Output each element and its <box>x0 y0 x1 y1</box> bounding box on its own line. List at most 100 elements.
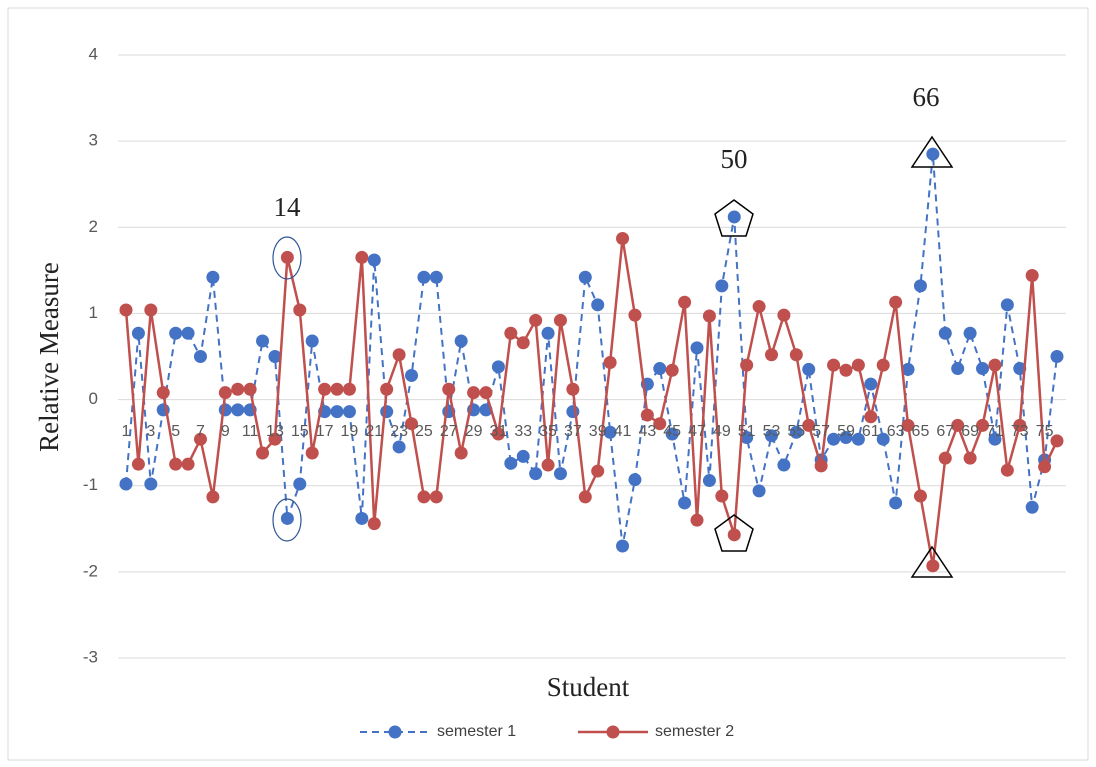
y-tick-label: 2 <box>89 217 98 236</box>
point <box>293 477 307 491</box>
point <box>305 334 319 348</box>
point <box>367 517 381 531</box>
point <box>193 432 207 446</box>
point <box>231 382 245 396</box>
x-tick-label: 29 <box>465 423 483 440</box>
point <box>690 513 704 527</box>
point <box>938 326 952 340</box>
x-tick-label: 73 <box>1011 423 1029 440</box>
point <box>578 270 592 284</box>
point <box>479 386 493 400</box>
x-tick-label: 53 <box>763 423 781 440</box>
point <box>131 326 145 340</box>
point <box>616 539 630 553</box>
y-tick-label: 3 <box>89 131 98 150</box>
x-tick-label: 11 <box>242 423 259 440</box>
legend-label: semester 1 <box>437 723 516 740</box>
x-tick-label: 13 <box>266 423 284 440</box>
point <box>268 432 282 446</box>
point <box>1025 269 1039 283</box>
point <box>963 326 977 340</box>
x-tick-label: 3 <box>146 423 155 440</box>
point <box>392 440 406 454</box>
point <box>715 279 729 293</box>
point <box>740 430 754 444</box>
point <box>218 403 232 417</box>
point <box>864 377 878 391</box>
point <box>678 295 692 309</box>
point <box>653 417 667 431</box>
point <box>429 490 443 504</box>
point <box>169 457 183 471</box>
point <box>119 303 133 317</box>
x-tick-label: 23 <box>390 423 408 440</box>
y-axis-label: Relative Measure <box>34 262 64 452</box>
highlight-circle <box>272 498 302 542</box>
point <box>690 341 704 355</box>
x-tick-label: 37 <box>564 423 582 440</box>
point <box>789 348 803 362</box>
x-tick-label: 67 <box>936 423 954 440</box>
point <box>280 250 294 264</box>
x-tick-label: 31 <box>490 423 508 440</box>
point <box>603 356 617 370</box>
point <box>1038 460 1052 474</box>
point <box>342 405 356 419</box>
point <box>913 279 927 293</box>
point <box>355 250 369 264</box>
point <box>355 511 369 525</box>
point <box>529 467 543 481</box>
point <box>628 308 642 322</box>
legend-label: semester 2 <box>655 723 734 740</box>
point <box>454 446 468 460</box>
point <box>926 147 940 161</box>
point <box>491 427 505 441</box>
x-tick-label: 59 <box>837 423 855 440</box>
x-tick-label: 49 <box>713 423 731 440</box>
point <box>988 432 1002 446</box>
y-tick-label: -2 <box>83 561 98 580</box>
point <box>553 313 567 327</box>
x-tick-label: 43 <box>638 423 656 440</box>
point <box>342 382 356 396</box>
point <box>405 368 419 382</box>
y-tick-label: -1 <box>83 475 98 494</box>
annotation: 66 <box>913 82 940 112</box>
point <box>231 403 245 417</box>
y-tick-label: 1 <box>89 303 98 322</box>
point <box>1000 298 1014 312</box>
point <box>119 477 133 491</box>
point <box>702 309 716 323</box>
point <box>541 326 555 340</box>
series <box>119 147 1064 573</box>
point <box>405 417 419 431</box>
point <box>243 382 257 396</box>
annotation: 14 <box>274 192 302 222</box>
point <box>702 474 716 488</box>
x-tick-label: 47 <box>688 423 706 440</box>
x-tick-label: 39 <box>589 423 607 440</box>
point <box>429 270 443 284</box>
point <box>653 362 667 376</box>
point <box>591 298 605 312</box>
point <box>727 210 741 224</box>
series-line <box>124 238 1059 567</box>
legend-marker <box>388 725 402 739</box>
x-tick-label: 55 <box>787 423 805 440</box>
x-tick-label: 27 <box>440 423 458 440</box>
point <box>268 350 282 363</box>
point <box>504 456 518 470</box>
point <box>367 253 381 267</box>
point <box>144 477 158 491</box>
point <box>603 425 617 439</box>
x-tick-label: 57 <box>812 423 830 440</box>
point <box>1013 418 1027 432</box>
point <box>206 490 220 504</box>
point <box>1025 500 1039 514</box>
x-tick-label: 17 <box>316 423 334 440</box>
point <box>131 457 145 471</box>
point <box>988 358 1002 372</box>
point <box>293 303 307 317</box>
point <box>802 362 816 376</box>
